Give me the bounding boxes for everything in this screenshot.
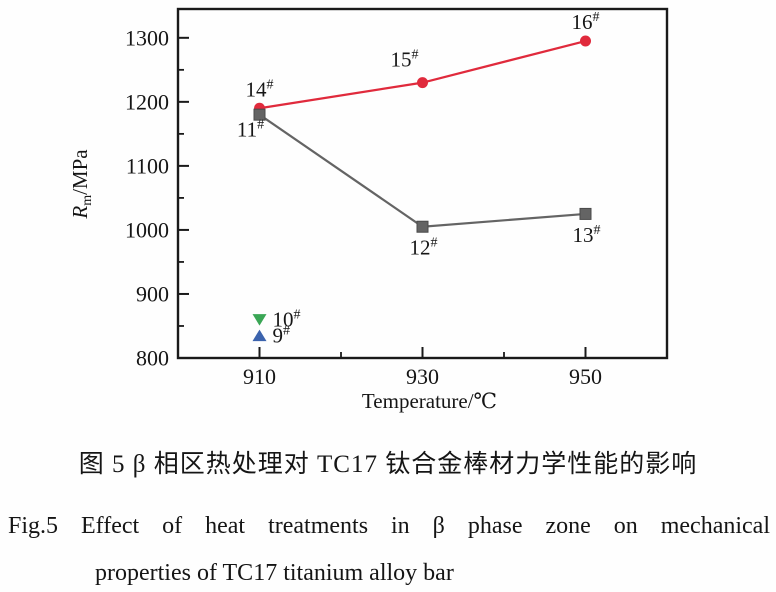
- x-tick-label: 930: [406, 364, 439, 389]
- plot-frame: [176, 7, 669, 360]
- caption-english-line2: properties of TC17 titanium alloy bar: [95, 560, 454, 586]
- y-tick-label: 1100: [126, 153, 169, 178]
- marker-circle: [580, 35, 591, 47]
- chart-canvas: 800 900 1000 1100 1200 1300 910 930 950 Temperatu…: [68, 7, 669, 413]
- point-label: 13#: [573, 223, 601, 247]
- series-heat-treatment-samples-11-13: 11# 12# 13#: [237, 108, 601, 260]
- marker-circle: [417, 77, 428, 89]
- point-label: 10#: [273, 308, 301, 332]
- y-tick-label: 800: [136, 346, 169, 371]
- series-heat-treatment-sample-10: 10#: [252, 308, 301, 332]
- chart-axes: 800 900 1000 1100 1200 1300 910 930 950 Temperatu…: [68, 7, 669, 413]
- series-line: [258, 113, 586, 228]
- marker-triangle-down: [252, 314, 267, 326]
- x-tick-label: 950: [569, 364, 602, 389]
- marker-triangle-up: [252, 329, 267, 342]
- series-line: [259, 39, 586, 110]
- marker-square: [253, 108, 266, 121]
- point-label: 15#: [391, 48, 419, 72]
- y-axis-title: Rm/MPa: [68, 149, 95, 220]
- marker-square: [416, 220, 429, 233]
- x-tick-label: 910: [243, 364, 276, 389]
- y-tick-label: 900: [136, 281, 169, 306]
- y-tick-label: 1300: [125, 25, 169, 50]
- x-axis-title: Temperature/℃: [362, 389, 497, 413]
- series-heat-treatment-samples-14-16: 14# 15# 16#: [246, 10, 600, 114]
- marker-square: [579, 207, 592, 220]
- point-label: 14#: [246, 77, 274, 101]
- caption-english: Fig.5 Effect of heat treatments in β pha…: [8, 503, 770, 592]
- caption-english-line1: Fig.5 Effect of heat treatments in β pha…: [8, 513, 770, 539]
- series-heat-treatment-sample-9: 9#: [252, 324, 291, 348]
- caption-chinese: 图 5 β 相区热处理对 TC17 钛合金棒材力学性能的影响: [78, 451, 698, 478]
- y-tick-label: 1000: [125, 217, 169, 242]
- point-label: 16#: [572, 10, 600, 34]
- point-label: 11#: [237, 118, 264, 142]
- point-label: 9#: [273, 324, 291, 348]
- y-tick-label: 1200: [125, 89, 169, 114]
- point-label: 12#: [410, 236, 438, 260]
